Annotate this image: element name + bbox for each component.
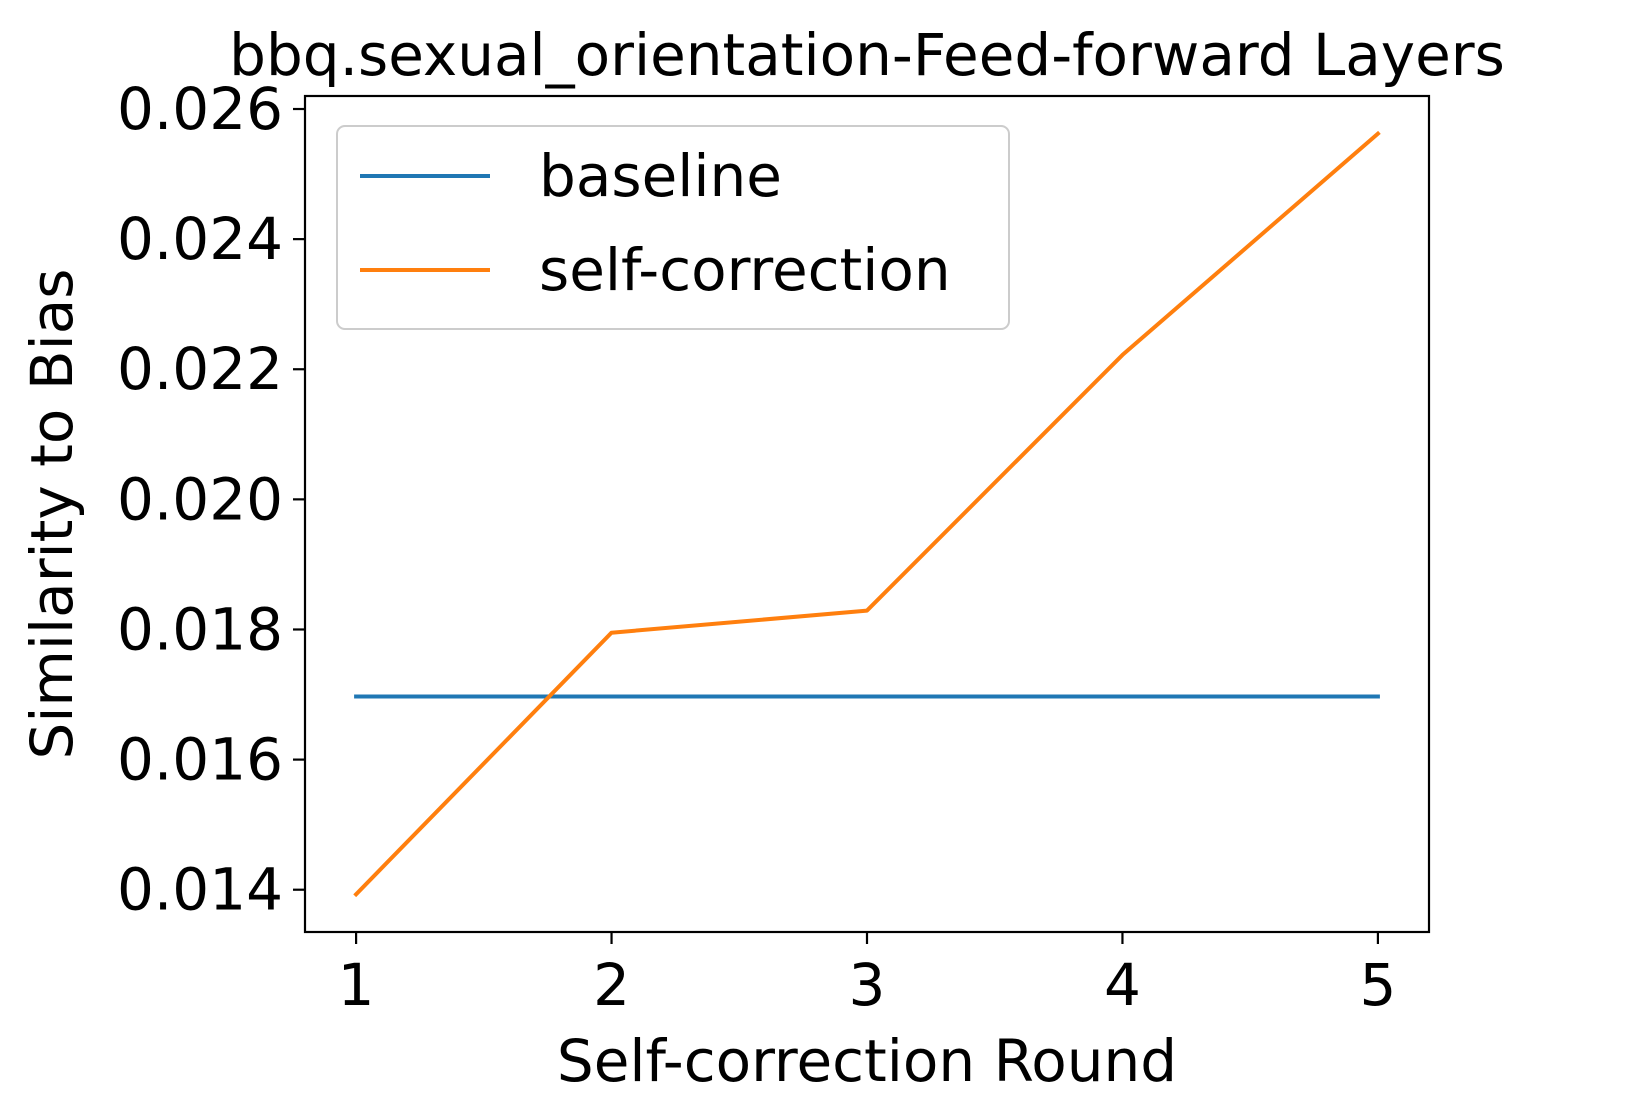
y-tick-label: 0.022 — [117, 335, 283, 403]
y-tick-label: 0.026 — [117, 75, 283, 143]
plot-series — [353, 130, 1381, 898]
x-tick-label: 4 — [1104, 951, 1141, 1019]
x-tick-label: 2 — [593, 951, 630, 1019]
y-tick-label: 0.014 — [117, 856, 283, 924]
chart-title: bbq.sexual_orientation-Feed-forward Laye… — [229, 21, 1505, 89]
x-axis-label: Self-correction Round — [557, 1027, 1177, 1095]
y-axis-label: Similarity to Bias — [18, 269, 86, 760]
y-tick-label: 0.024 — [117, 205, 283, 273]
y-tick-label: 0.018 — [117, 595, 283, 663]
x-tick-label: 5 — [1359, 951, 1396, 1019]
y-tick-label: 0.020 — [117, 465, 283, 533]
legend: baseline self-correction — [336, 125, 1010, 330]
series-line-self-correction — [353, 130, 1381, 898]
legend-label-baseline: baseline — [539, 142, 782, 210]
x-tick-label: 1 — [338, 951, 375, 1019]
y-axis-ticks: 0.014 0.016 0.018 0.020 0.022 0.024 0.026 — [117, 75, 305, 924]
y-tick-label: 0.016 — [117, 726, 283, 794]
plot-area-frame — [303, 94, 1431, 934]
x-tick-label: 3 — [849, 951, 886, 1019]
legend-frame — [336, 125, 1010, 330]
x-axis-ticks: 1 2 3 4 5 — [338, 932, 1396, 1019]
legend-label-self-correction: self-correction — [539, 236, 951, 304]
